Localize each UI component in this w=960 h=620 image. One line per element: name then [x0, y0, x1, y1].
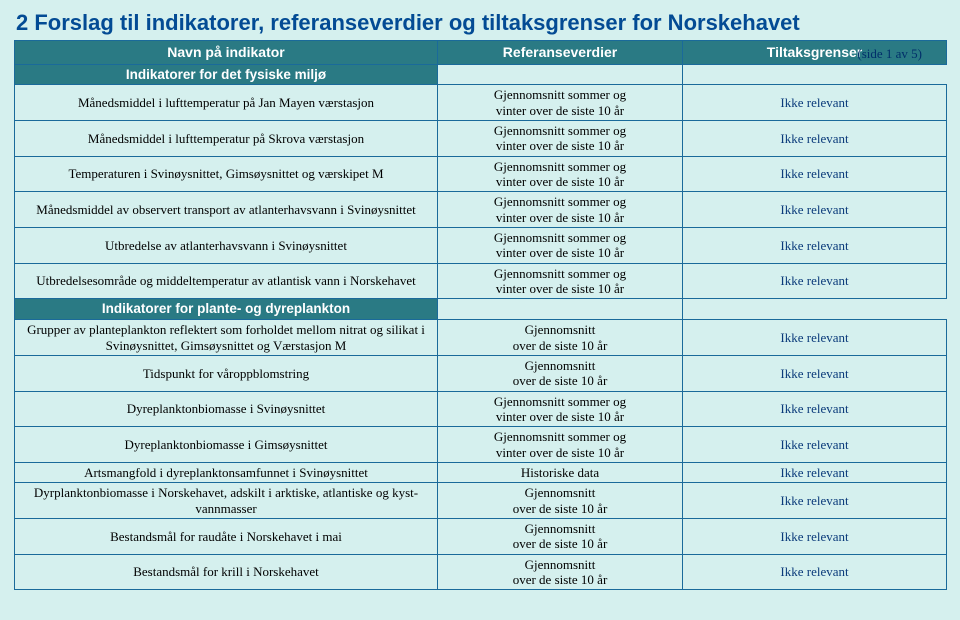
group-heading: Indikatorer for det fysiske miljø [15, 64, 438, 85]
blank [683, 64, 947, 85]
ref-line2: vinter over de siste 10 år [442, 245, 678, 260]
indicator-cell: Utbredelsesområde og middeltemperatur av… [15, 263, 438, 299]
table-row: Bestandsmål for krill i NorskehavetGjenn… [15, 554, 947, 590]
threshold-cell: Ikke relevant [683, 85, 947, 121]
table-row: Dyreplanktonbiomasse i SvinøysnittetGjen… [15, 391, 947, 427]
threshold-cell: Ikke relevant [683, 462, 947, 482]
ref-line2: over de siste 10 år [442, 373, 678, 388]
threshold-cell: Ikke relevant [683, 263, 947, 299]
ref-line1: Gjennomsnitt [442, 485, 678, 500]
ref-line2: vinter over de siste 10 år [442, 210, 678, 225]
ref-line2: vinter over de siste 10 år [442, 174, 678, 189]
ref-line1: Gjennomsnitt sommer og [442, 394, 678, 409]
ref-line1: Gjennomsnitt [442, 322, 678, 337]
threshold-cell: Ikke relevant [683, 391, 947, 427]
ref-line1: Gjennomsnitt [442, 557, 678, 572]
table-header-row: Navn på indikator Referanseverdier Tilta… [15, 41, 947, 65]
ref-line1: Gjennomsnitt sommer og [442, 266, 678, 281]
threshold-cell: Ikke relevant [683, 192, 947, 228]
table-row: Grupper av planteplankton reflektert som… [15, 320, 947, 356]
group-heading: Indikatorer for plante- og dyreplankton [15, 299, 438, 320]
ref-line2: over de siste 10 år [442, 338, 678, 353]
threshold-cell: Ikke relevant [683, 554, 947, 590]
reference-cell: Gjennomsnitt sommer ogvinter over de sis… [438, 85, 683, 121]
ref-line1: Gjennomsnitt sommer og [442, 194, 678, 209]
ref-line2: over de siste 10 år [442, 536, 678, 551]
table-row: Månedsmiddel av observert transport av a… [15, 192, 947, 228]
table-row: Utbredelsesområde og middeltemperatur av… [15, 263, 947, 299]
reference-cell: Gjennomsnitt sommer ogvinter over de sis… [438, 263, 683, 299]
indicator-table: Navn på indikator Referanseverdier Tilta… [14, 40, 947, 590]
reference-cell: Gjennomsnitt sommer ogvinter over de sis… [438, 427, 683, 463]
indicator-cell: Månedsmiddel i lufttemperatur på Jan May… [15, 85, 438, 121]
reference-cell: Gjennomsnittover de siste 10 år [438, 483, 683, 519]
reference-cell: Gjennomsnittover de siste 10 år [438, 518, 683, 554]
reference-cell: Gjennomsnitt sommer ogvinter over de sis… [438, 391, 683, 427]
pager: (side 1 av 5) [857, 46, 922, 62]
threshold-cell: Ikke relevant [683, 156, 947, 192]
table-row: Artsmangfold i dyreplanktonsamfunnet i S… [15, 462, 947, 482]
indicator-cell: Utbredelse av atlanterhavsvann i Svinøys… [15, 228, 438, 264]
group-heading-row: Indikatorer for plante- og dyreplankton [15, 299, 947, 320]
table-row: Utbredelse av atlanterhavsvann i Svinøys… [15, 228, 947, 264]
threshold-cell: Ikke relevant [683, 518, 947, 554]
indicator-cell: Dyreplanktonbiomasse i Gimsøysnittet [15, 427, 438, 463]
reference-cell: Gjennomsnittover de siste 10 år [438, 355, 683, 391]
ref-line1: Gjennomsnitt sommer og [442, 123, 678, 138]
reference-cell: Gjennomsnitt sommer ogvinter over de sis… [438, 228, 683, 264]
ref-line1: Gjennomsnitt [442, 521, 678, 536]
threshold-cell: Ikke relevant [683, 427, 947, 463]
reference-cell: Gjennomsnitt sommer ogvinter over de sis… [438, 121, 683, 157]
indicator-cell: Månedsmiddel i lufttemperatur på Skrova … [15, 121, 438, 157]
threshold-cell: Ikke relevant [683, 355, 947, 391]
ref-line1: Gjennomsnitt sommer og [442, 159, 678, 174]
ref-line1: Gjennomsnitt sommer og [442, 87, 678, 102]
indicator-cell: Artsmangfold i dyreplanktonsamfunnet i S… [15, 462, 438, 482]
threshold-cell: Ikke relevant [683, 320, 947, 356]
table-row: Månedsmiddel i lufttemperatur på Skrova … [15, 121, 947, 157]
ref-line1: Gjennomsnitt [442, 358, 678, 373]
col-reference: Referanseverdier [438, 41, 683, 65]
indicator-cell: Tidspunkt for våroppblomstring [15, 355, 438, 391]
ref-line2: vinter over de siste 10 år [442, 281, 678, 296]
table-row: Dyrplanktonbiomasse i Norskehavet, adski… [15, 483, 947, 519]
ref-line2: vinter over de siste 10 år [442, 445, 678, 460]
threshold-cell: Ikke relevant [683, 483, 947, 519]
ref-line2: vinter over de siste 10 år [442, 409, 678, 424]
reference-cell: Gjennomsnitt sommer ogvinter over de sis… [438, 192, 683, 228]
page-title: 2 Forslag til indikatorer, referanseverd… [16, 10, 946, 36]
indicator-cell: Grupper av planteplankton reflektert som… [15, 320, 438, 356]
table-row: Temperaturen i Svinøysnittet, Gimsøysnit… [15, 156, 947, 192]
reference-cell: Gjennomsnitt sommer ogvinter over de sis… [438, 156, 683, 192]
indicator-cell: Dyrplanktonbiomasse i Norskehavet, adski… [15, 483, 438, 519]
indicator-cell: Temperaturen i Svinøysnittet, Gimsøysnit… [15, 156, 438, 192]
indicator-cell: Månedsmiddel av observert transport av a… [15, 192, 438, 228]
col-indicator: Navn på indikator [15, 41, 438, 65]
ref-line2: over de siste 10 år [442, 501, 678, 516]
ref-line1: Gjennomsnitt sommer og [442, 230, 678, 245]
reference-cell: Gjennomsnittover de siste 10 år [438, 554, 683, 590]
indicator-cell: Dyreplanktonbiomasse i Svinøysnittet [15, 391, 438, 427]
blank [683, 299, 947, 320]
ref-line1: Gjennomsnitt sommer og [442, 429, 678, 444]
table-row: Tidspunkt for våroppblomstringGjennomsni… [15, 355, 947, 391]
table-row: Bestandsmål for raudåte i Norskehavet i … [15, 518, 947, 554]
blank [438, 64, 683, 85]
indicator-cell: Bestandsmål for krill i Norskehavet [15, 554, 438, 590]
indicator-cell: Bestandsmål for raudåte i Norskehavet i … [15, 518, 438, 554]
ref-line2: vinter over de siste 10 år [442, 103, 678, 118]
blank [438, 299, 683, 320]
table-row: Månedsmiddel i lufttemperatur på Jan May… [15, 85, 947, 121]
group-heading-row: Indikatorer for det fysiske miljø [15, 64, 947, 85]
ref-line2: over de siste 10 år [442, 572, 678, 587]
table-row: Dyreplanktonbiomasse i GimsøysnittetGjen… [15, 427, 947, 463]
reference-cell: Historiske data [438, 462, 683, 482]
threshold-cell: Ikke relevant [683, 228, 947, 264]
reference-cell: Gjennomsnittover de siste 10 år [438, 320, 683, 356]
threshold-cell: Ikke relevant [683, 121, 947, 157]
ref-line2: vinter over de siste 10 år [442, 138, 678, 153]
